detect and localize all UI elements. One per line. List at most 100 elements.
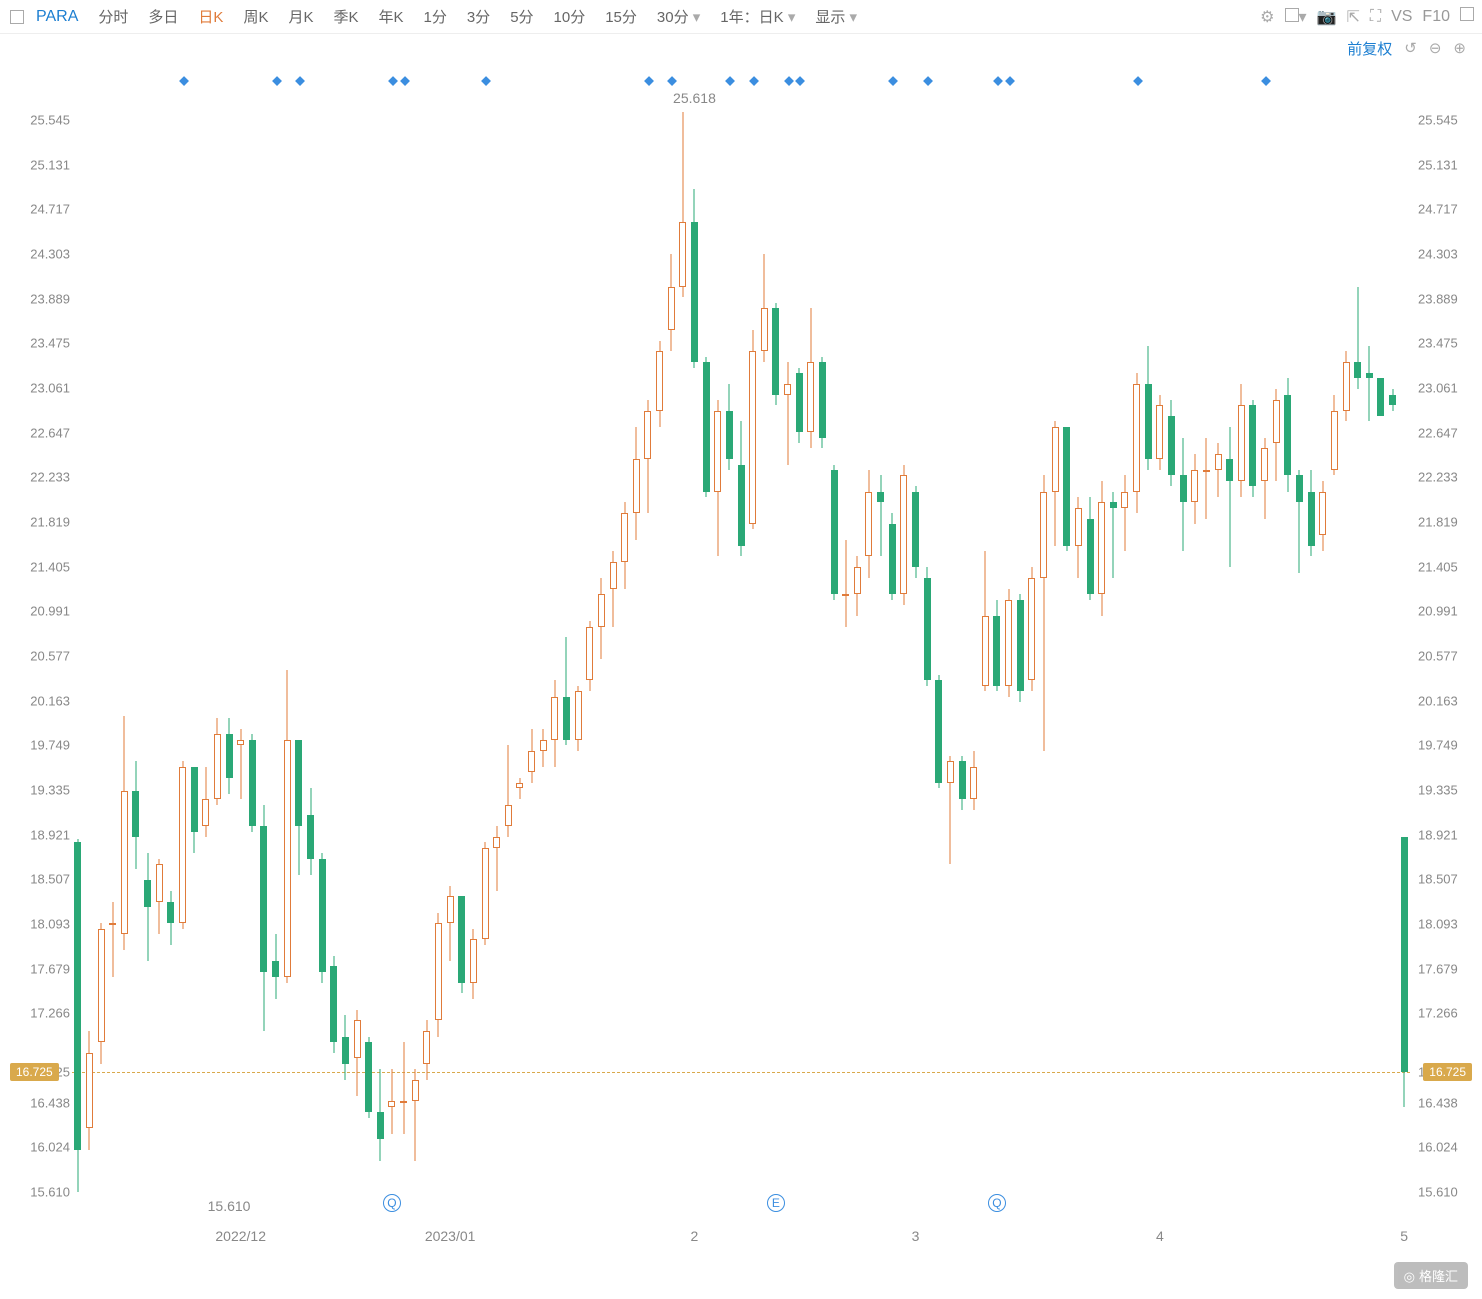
- earnings-marker[interactable]: E: [767, 1194, 785, 1212]
- y-tick: 17.266: [1418, 1006, 1482, 1021]
- timeframe-30分[interactable]: 30分 ▾: [647, 5, 710, 30]
- diamond-marker: [295, 76, 305, 86]
- symbol[interactable]: PARA: [26, 4, 88, 30]
- y-tick: 23.475: [1418, 336, 1482, 351]
- x-tick: 4: [1156, 1228, 1164, 1244]
- diamond-marker: [272, 76, 282, 86]
- zoom-in-icon[interactable]: ⊕: [1453, 39, 1466, 57]
- adjust-label[interactable]: 前复权: [1347, 38, 1392, 59]
- y-tick: 22.647: [0, 425, 70, 440]
- price-tag: 16.725: [10, 1063, 59, 1081]
- timeframe-5分[interactable]: 5分: [500, 5, 543, 30]
- undo-icon[interactable]: ↺: [1404, 39, 1417, 57]
- menu-icon[interactable]: [8, 8, 26, 26]
- y-tick: 16.438: [1418, 1095, 1482, 1110]
- x-tick: 2023/01: [425, 1228, 476, 1244]
- earnings-marker[interactable]: Q: [383, 1194, 401, 1212]
- timeframe-10分[interactable]: 10分: [544, 5, 596, 30]
- fullscreen-icon[interactable]: ⛶: [1370, 8, 1381, 26]
- settings-icon[interactable]: ⚙: [1260, 7, 1274, 27]
- diamond-marker: [888, 76, 898, 86]
- y-tick: 20.163: [1418, 693, 1482, 708]
- diamond-marker: [725, 76, 735, 86]
- y-tick: 18.507: [0, 872, 70, 887]
- timeframe-月K[interactable]: 月K: [278, 5, 323, 30]
- hi-annotation: 25.618: [673, 90, 716, 106]
- diamond-marker: [795, 76, 805, 86]
- diamond-marker: [400, 76, 410, 86]
- y-tick: 24.303: [0, 246, 70, 261]
- y-axis-left: 15.61016.02416.43816.72517.26617.67918.0…: [0, 62, 70, 1262]
- y-tick: 18.093: [1418, 917, 1482, 932]
- y-tick: 24.717: [1418, 202, 1482, 217]
- x-tick: 5: [1400, 1228, 1408, 1244]
- y-tick: 20.163: [0, 693, 70, 708]
- diamond-marker: [481, 76, 491, 86]
- y-tick: 22.647: [1418, 425, 1482, 440]
- y-tick: 24.303: [1418, 246, 1482, 261]
- y-tick: 21.819: [0, 514, 70, 529]
- plot-area[interactable]: 16.72516.72525.61815.610QEQ: [72, 62, 1410, 1222]
- camera-icon[interactable]: 📷: [1317, 7, 1337, 27]
- diamond-marker: [644, 76, 654, 86]
- range-dropdown[interactable]: 1年：日K ▾: [710, 2, 805, 31]
- diamond-marker: [1133, 76, 1143, 86]
- x-tick: 2022/12: [215, 1228, 266, 1244]
- diamond-marker: [993, 76, 1003, 86]
- x-tick: 3: [912, 1228, 920, 1244]
- earnings-marker[interactable]: Q: [988, 1194, 1006, 1212]
- y-tick: 25.131: [1418, 157, 1482, 172]
- timeframe-多日[interactable]: 多日: [138, 5, 188, 30]
- y-tick: 19.749: [1418, 738, 1482, 753]
- lo-annotation: 15.610: [208, 1198, 251, 1214]
- compare-icon[interactable]: ▾: [1285, 7, 1307, 27]
- timeframe-分时[interactable]: 分时: [88, 5, 138, 30]
- f10-button[interactable]: F10: [1422, 8, 1450, 26]
- timeframe-1分[interactable]: 1分: [414, 5, 457, 30]
- y-tick: 18.093: [0, 917, 70, 932]
- chart-area[interactable]: 15.61016.02416.43816.72517.26617.67918.0…: [0, 62, 1482, 1262]
- y-tick: 19.335: [0, 783, 70, 798]
- y-tick: 21.405: [0, 559, 70, 574]
- diamond-marker: [1261, 76, 1271, 86]
- share-icon[interactable]: ⇱: [1346, 7, 1359, 27]
- timeframe-3分[interactable]: 3分: [457, 5, 500, 30]
- y-tick: 18.507: [1418, 872, 1482, 887]
- diamond-marker: [179, 76, 189, 86]
- diamond-marker: [667, 76, 677, 86]
- timeframe-年K[interactable]: 年K: [368, 5, 413, 30]
- timeframe-周K[interactable]: 周K: [233, 5, 278, 30]
- subbar: 前复权 ↺ ⊖ ⊕: [0, 34, 1482, 62]
- y-tick: 23.889: [1418, 291, 1482, 306]
- y-tick: 15.610: [0, 1185, 70, 1200]
- display-dropdown[interactable]: 显示 ▾: [805, 2, 867, 31]
- y-tick: 23.061: [1418, 380, 1482, 395]
- y-tick: 20.991: [0, 604, 70, 619]
- y-tick: 20.991: [1418, 604, 1482, 619]
- x-tick: 2: [691, 1228, 699, 1244]
- y-axis-right: 15.61016.02416.43816.72517.26617.67918.0…: [1412, 62, 1482, 1262]
- y-tick: 25.131: [0, 157, 70, 172]
- y-tick: 20.577: [1418, 648, 1482, 663]
- zoom-out-icon[interactable]: ⊖: [1429, 39, 1442, 57]
- watermark: ◎格隆汇: [1394, 1262, 1468, 1289]
- toolbar: PARA 分时多日日K周K月K季K年K1分3分5分10分15分30分 ▾ 1年：…: [0, 0, 1482, 34]
- price-tag: 16.725: [1423, 1063, 1472, 1081]
- x-axis: 2022/12 2023/01 2 3 4 5: [72, 1222, 1410, 1262]
- y-tick: 24.717: [0, 202, 70, 217]
- y-tick: 21.819: [1418, 514, 1482, 529]
- timeframe-日K[interactable]: 日K: [188, 5, 233, 30]
- y-tick: 22.233: [1418, 470, 1482, 485]
- right-tools: ⚙ ▾ 📷 ⇱ ⛶ VS F10: [1260, 7, 1474, 27]
- timeframe-15分[interactable]: 15分: [595, 5, 647, 30]
- vs-button[interactable]: VS: [1391, 8, 1412, 26]
- price-line: [72, 1072, 1410, 1073]
- extra-icon[interactable]: [1460, 7, 1474, 26]
- y-tick: 25.545: [0, 112, 70, 127]
- y-tick: 19.335: [1418, 783, 1482, 798]
- y-tick: 18.921: [1418, 827, 1482, 842]
- diamond-marker: [749, 76, 759, 86]
- y-tick: 23.475: [0, 336, 70, 351]
- y-tick: 22.233: [0, 470, 70, 485]
- timeframe-季K[interactable]: 季K: [323, 5, 368, 30]
